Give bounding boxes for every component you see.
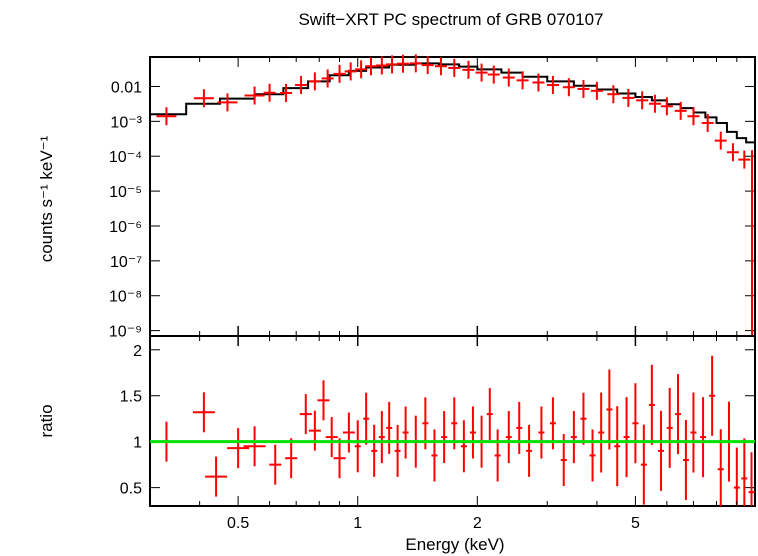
lower-y-tick-label: 2 [133, 343, 142, 360]
chart-title: Swift−XRT PC spectrum of GRB 070107 [298, 10, 603, 29]
lower-y-ticks: 0.5 1 1.5 2 [120, 343, 755, 498]
upper-y-tick-label: 10⁻⁷ [110, 254, 142, 271]
lower-y-tick-label: 1.5 [120, 389, 142, 406]
upper-y-tick-label: 10⁻⁴ [109, 149, 142, 166]
upper-y-tick-label: 10⁻⁶ [109, 219, 142, 236]
x-tick-label: 0.5 [227, 515, 249, 532]
upper-y-axis-label: counts s⁻¹ keV⁻¹ [37, 135, 56, 262]
upper-data-layer [156, 54, 753, 336]
x-tick-label: 1 [353, 515, 362, 532]
upper-y-tick-label: 10⁻³ [110, 114, 142, 131]
lower-panel: 0.5 1 1.5 2 [120, 335, 756, 507]
upper-panel: 0.01 10⁻³ 10⁻⁴ 10⁻⁵ 10⁻⁶ 10⁻⁷ 10⁻⁸ 10⁻⁹ [109, 54, 756, 341]
lower-plot-frame [149, 335, 756, 507]
lower-y-axis-label: ratio [37, 404, 56, 437]
ratio-data-layer [155, 355, 755, 506]
x-tick-label: 5 [631, 515, 640, 532]
upper-y-tick-label: 10⁻⁸ [109, 289, 142, 306]
x-axis-label: Energy (keV) [405, 535, 504, 554]
upper-y-tick-label: 10⁻⁹ [109, 324, 142, 341]
upper-model-layer [150, 62, 756, 145]
x-ticks: 0.5 1 2 5 [149, 57, 738, 532]
upper-y-tick-label: 0.01 [111, 79, 142, 96]
x-tick-label: 2 [473, 515, 482, 532]
lower-y-tick-label: 1 [133, 435, 142, 452]
upper-y-tick-label: 10⁻⁵ [109, 184, 142, 201]
lower-y-tick-label: 0.5 [120, 481, 142, 498]
upper-y-ticks: 0.01 10⁻³ 10⁻⁴ 10⁻⁵ 10⁻⁶ 10⁻⁷ 10⁻⁸ 10⁻⁹ [109, 79, 755, 341]
model-step-line [150, 62, 756, 145]
